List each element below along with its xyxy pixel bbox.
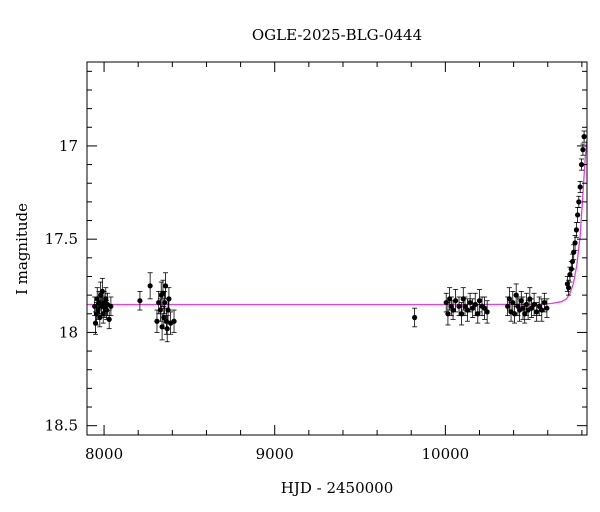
data-point-28: [162, 272, 169, 300]
data-point-71: [534, 302, 540, 322]
data-point-89: [581, 130, 587, 143]
data-point-51: [476, 289, 483, 313]
x-tick-label-8000: 8000: [85, 445, 123, 463]
data-point-85: [576, 195, 582, 208]
y-tick-label-18: 18: [59, 323, 78, 341]
data-point-42: [456, 296, 462, 317]
data-point-18: [137, 290, 143, 311]
data-point-54: [484, 300, 490, 324]
data-point-40: [450, 300, 456, 320]
chart-title: OGLE-2025-BLG-0444: [252, 26, 422, 44]
data-point-72: [536, 296, 542, 317]
data-point-75: [544, 298, 550, 318]
data-point-82: [572, 235, 578, 251]
y-tick-label-17.5: 17.5: [45, 230, 78, 248]
data-point-35: [412, 307, 418, 328]
data-point-47: [467, 292, 473, 313]
data-point-34: [171, 309, 177, 333]
data-point-84: [575, 207, 581, 223]
data-point-30: [164, 315, 170, 343]
data-point-26: [161, 305, 167, 330]
y-axis-label: I magnitude: [13, 203, 31, 295]
data-point-61: [515, 296, 521, 317]
data-point-16: [106, 309, 112, 330]
data-point-17: [108, 296, 114, 317]
data-point-69: [528, 298, 535, 318]
plot-frame: [86, 61, 588, 436]
data-point-43: [458, 302, 465, 326]
axis-tick-labels: 8000 9000 10000 17 17.5 18 18.5: [45, 137, 470, 463]
data-point-56: [506, 287, 512, 311]
data-points: [92, 130, 587, 343]
data-point-74: [541, 292, 547, 313]
data-point-41: [453, 289, 459, 313]
data-point-33: [168, 311, 174, 335]
axis-ticks: [87, 62, 587, 435]
x-axis-label: HJD - 2450000: [281, 479, 394, 497]
data-point-32: [166, 287, 172, 311]
y-tick-label-17: 17: [59, 137, 78, 155]
data-point-81: [571, 244, 577, 261]
data-point-87: [578, 158, 585, 171]
data-point-50: [475, 304, 481, 324]
data-point-2: [93, 302, 99, 326]
plot-area: [87, 130, 587, 343]
x-tick-label-10000: 10000: [422, 445, 470, 463]
data-point-86: [577, 180, 583, 193]
data-point-24: [159, 313, 165, 341]
x-tick-label-9000: 9000: [256, 445, 294, 463]
y-tick-label-18.5: 18.5: [45, 417, 78, 435]
data-point-53: [482, 296, 488, 320]
data-point-45: [462, 296, 468, 317]
data-point-48: [470, 298, 476, 318]
data-point-59: [511, 304, 518, 324]
data-point-77: [565, 279, 572, 296]
data-point-19: [147, 272, 153, 300]
